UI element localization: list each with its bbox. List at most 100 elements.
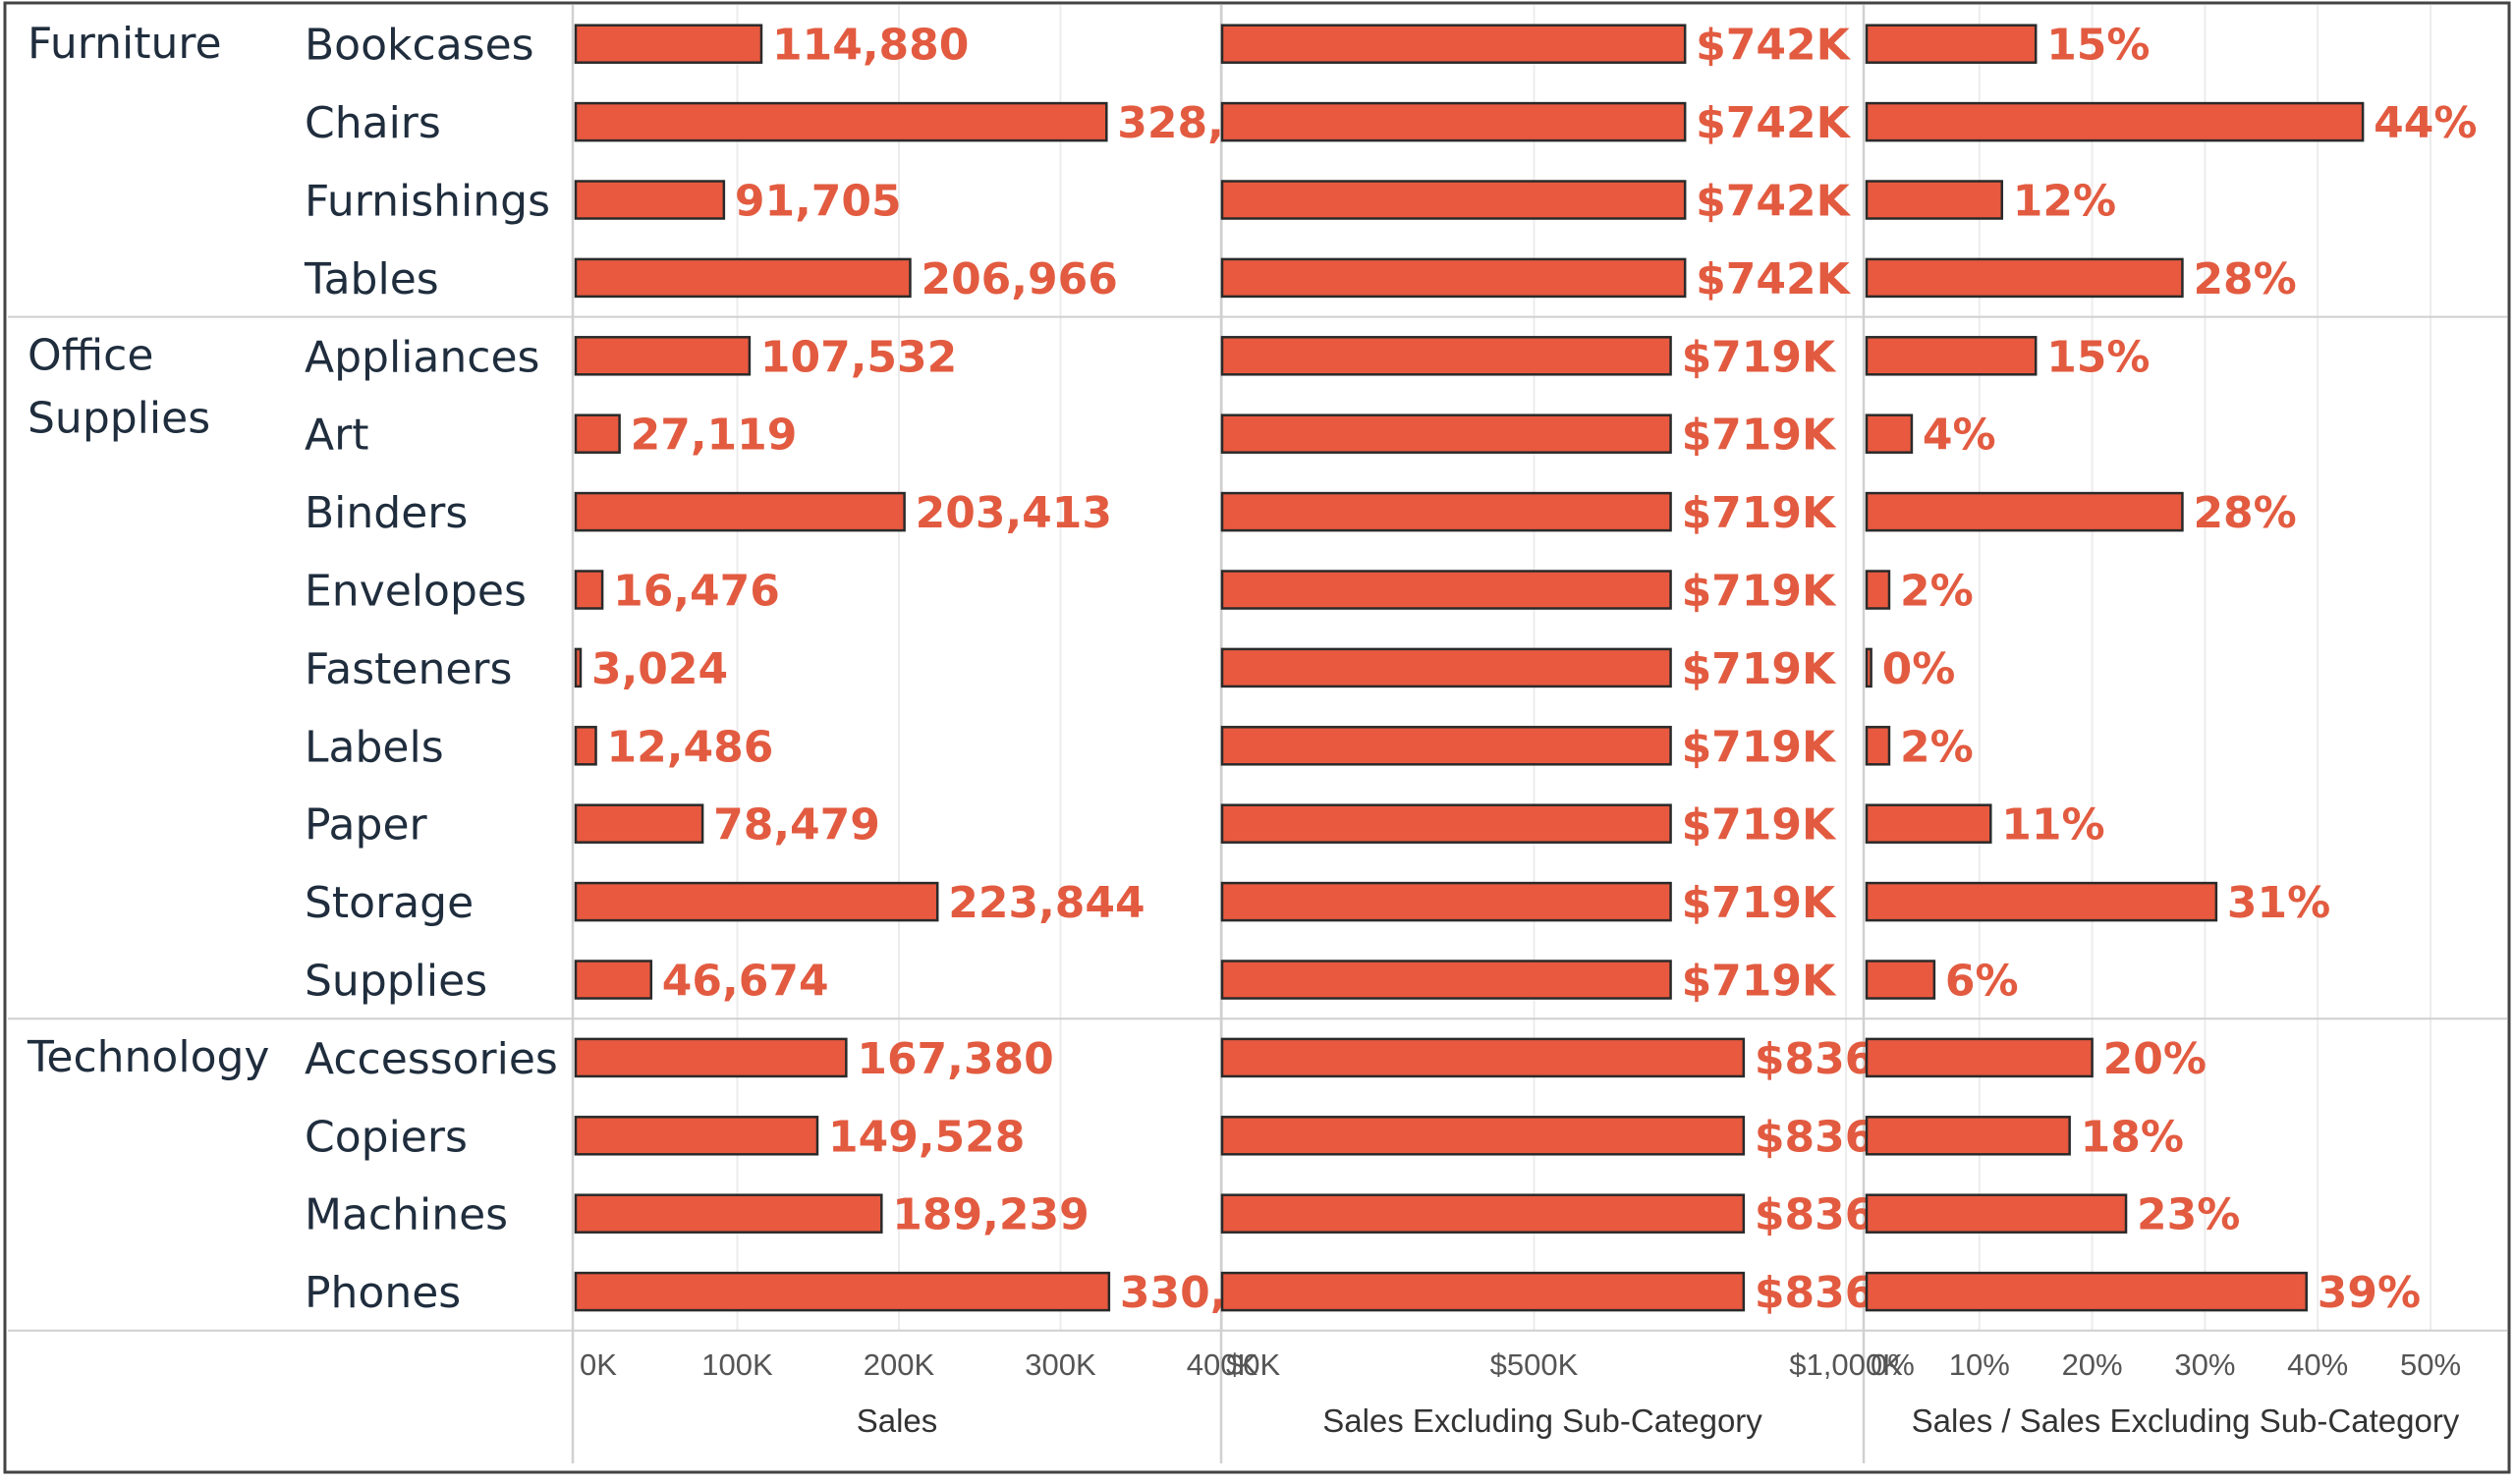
value-label-ratio: 18% [2081, 1112, 2184, 1162]
bar-ratio [1865, 570, 1891, 610]
axis-title-excl: Sales Excluding Sub-Category [1322, 1402, 1762, 1439]
value-label-sales: 3,024 [591, 644, 728, 694]
subcategory-label: Envelopes [305, 567, 527, 617]
value-label-excl: $742K [1696, 21, 1851, 71]
bar-sales [574, 336, 752, 376]
bar-excl [1220, 101, 1687, 142]
value-label-ratio: 0% [1882, 644, 1956, 694]
value-label-ratio: 11% [2001, 800, 2104, 851]
bar-excl [1220, 24, 1687, 64]
bar-ratio [1865, 24, 2038, 64]
value-label-ratio: 31% [2227, 878, 2330, 928]
value-label-sales: 27,119 [631, 411, 798, 461]
bar-ratio [1865, 101, 2365, 142]
axis-title-ratio: Sales / Sales Excluding Sub-Category [1912, 1402, 2460, 1439]
bar-excl [1220, 881, 1672, 922]
value-label-ratio: 23% [2137, 1190, 2240, 1240]
tick-label-excl: $1,000K [1789, 1347, 1903, 1382]
category-label: Supplies [28, 394, 210, 444]
bar-ratio [1865, 1193, 2128, 1234]
value-label-sales: 107,532 [760, 332, 957, 382]
bar-excl [1220, 180, 1687, 220]
bar-ratio [1865, 491, 2184, 532]
tick-label-excl: $500K [1490, 1347, 1579, 1382]
value-label-ratio: 2% [1900, 722, 1974, 772]
bar-sales [574, 726, 597, 766]
subcategory-label: Tables [304, 254, 439, 304]
category-label: Technology [27, 1032, 269, 1082]
bar-sales [574, 257, 912, 299]
subcategory-label: Phones [305, 1268, 461, 1318]
value-label-excl: $742K [1696, 254, 1851, 304]
bar-sales [574, 1116, 819, 1156]
tick-label-excl: $0K [1226, 1347, 1280, 1382]
bar-excl [1220, 413, 1672, 454]
value-label-excl: $719K [1682, 800, 1837, 851]
value-label-sales: 203,413 [916, 488, 1112, 538]
bar-ratio [1865, 960, 1936, 1000]
bar-sales [574, 570, 604, 610]
value-label-excl: $719K [1682, 488, 1837, 538]
bar-sales [574, 803, 704, 844]
value-label-excl: $719K [1682, 878, 1837, 928]
bar-excl [1220, 1116, 1746, 1156]
value-label-sales: 167,380 [857, 1034, 1053, 1084]
tick-label-ratio: 10% [1949, 1347, 2010, 1382]
value-label-excl: $719K [1682, 722, 1837, 772]
bar-sales [574, 647, 583, 688]
bar-excl [1220, 257, 1687, 299]
bar-sales [574, 1193, 883, 1234]
bar-excl [1220, 1037, 1746, 1078]
subcategory-label: Labels [305, 722, 444, 772]
tick-label-sales: 200K [864, 1347, 935, 1382]
subcategory-label: Storage [305, 878, 474, 928]
bar-sales [574, 1271, 1111, 1312]
subcategory-label: Fasteners [305, 644, 512, 694]
bar-excl [1220, 570, 1672, 610]
value-label-ratio: 20% [2103, 1034, 2207, 1084]
value-label-sales: 206,966 [921, 254, 1117, 304]
tick-label-ratio: 20% [2062, 1347, 2123, 1382]
tick-label-sales: 100K [701, 1347, 773, 1382]
subcategory-label: Bookcases [305, 21, 534, 71]
bar-sales [574, 491, 906, 532]
value-label-excl: $719K [1682, 411, 1837, 461]
value-label-ratio: 2% [1900, 567, 1974, 617]
category-label: Furniture [28, 19, 222, 69]
tick-label-ratio: 40% [2287, 1347, 2348, 1382]
bar-excl [1220, 803, 1672, 844]
value-label-ratio: 15% [2046, 332, 2150, 382]
value-label-excl: $742K [1696, 177, 1851, 227]
value-label-ratio: 44% [2374, 98, 2477, 148]
value-label-excl: $742K [1696, 98, 1851, 148]
axis-title-sales: Sales [857, 1402, 938, 1439]
value-label-sales: 46,674 [662, 957, 829, 1007]
value-label-excl: $719K [1682, 332, 1837, 382]
bar-excl [1220, 1193, 1746, 1234]
value-label-ratio: 15% [2046, 21, 2150, 71]
bar-ratio [1865, 336, 2038, 376]
value-label-sales: 149,528 [828, 1112, 1025, 1162]
bar-ratio [1865, 257, 2184, 299]
bar-ratio [1865, 413, 1914, 454]
bar-sales [574, 1037, 848, 1078]
value-label-ratio: 12% [2013, 177, 2116, 227]
subcategory-label: Paper [305, 800, 428, 851]
bar-sales [574, 881, 939, 922]
subcategory-label: Chairs [305, 98, 441, 148]
bar-ratio [1865, 803, 1992, 844]
value-label-ratio: 6% [1945, 957, 2019, 1007]
value-label-sales: 223,844 [948, 878, 1145, 928]
bar-excl [1220, 960, 1672, 1000]
bar-ratio [1865, 1116, 2071, 1156]
bar-excl [1220, 647, 1672, 688]
value-label-sales: 189,239 [892, 1190, 1089, 1240]
value-label-excl: $719K [1682, 567, 1837, 617]
tick-label-ratio: 50% [2400, 1347, 2461, 1382]
bar-ratio [1865, 1271, 2308, 1312]
subcategory-label: Art [305, 411, 368, 461]
bar-excl [1220, 491, 1672, 532]
bar-sales [574, 101, 1108, 142]
category-label: Office [28, 331, 153, 381]
bar-ratio [1865, 1037, 2094, 1078]
